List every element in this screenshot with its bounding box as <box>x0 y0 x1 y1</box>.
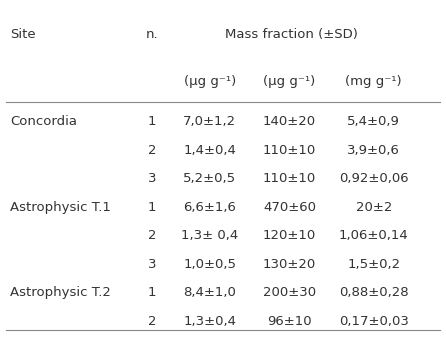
Text: 120±10: 120±10 <box>263 230 316 242</box>
Text: Concordia: Concordia <box>10 115 77 128</box>
Text: 1: 1 <box>148 286 157 299</box>
Text: 5,2±0,5: 5,2±0,5 <box>183 172 236 185</box>
Text: (µg g⁻¹): (µg g⁻¹) <box>184 75 236 88</box>
Text: 1,0±0,5: 1,0±0,5 <box>183 258 236 271</box>
Text: 96±10: 96±10 <box>267 315 312 328</box>
Text: 110±10: 110±10 <box>263 172 316 185</box>
Text: 1,3± 0,4: 1,3± 0,4 <box>181 230 238 242</box>
Text: 1,4±0,4: 1,4±0,4 <box>183 144 236 157</box>
Text: 3: 3 <box>148 172 157 185</box>
Text: 0,92±0,06: 0,92±0,06 <box>339 172 409 185</box>
Text: Site: Site <box>10 28 36 41</box>
Text: 110±10: 110±10 <box>263 144 316 157</box>
Text: n.: n. <box>146 28 158 41</box>
Text: Mass fraction (±SD): Mass fraction (±SD) <box>225 28 358 41</box>
Text: 140±20: 140±20 <box>263 115 316 128</box>
Text: 470±60: 470±60 <box>263 201 316 214</box>
Text: 1: 1 <box>148 201 157 214</box>
Text: 7,0±1,2: 7,0±1,2 <box>183 115 236 128</box>
Text: 3: 3 <box>148 258 157 271</box>
Text: 1,5±0,2: 1,5±0,2 <box>347 258 400 271</box>
Text: 5,4±0,9: 5,4±0,9 <box>347 115 400 128</box>
Text: Astrophysic T.1: Astrophysic T.1 <box>10 201 111 214</box>
Text: 8,4±1,0: 8,4±1,0 <box>183 286 236 299</box>
Text: 20±2: 20±2 <box>355 201 392 214</box>
Text: 200±30: 200±30 <box>263 286 316 299</box>
Text: (mg g⁻¹): (mg g⁻¹) <box>345 75 402 88</box>
Text: 2: 2 <box>148 230 157 242</box>
Text: 6,6±1,6: 6,6±1,6 <box>183 201 236 214</box>
Text: 130±20: 130±20 <box>263 258 316 271</box>
Text: (µg g⁻¹): (µg g⁻¹) <box>263 75 316 88</box>
Text: 2: 2 <box>148 315 157 328</box>
Text: 0,88±0,28: 0,88±0,28 <box>339 286 409 299</box>
Text: 3,9±0,6: 3,9±0,6 <box>347 144 400 157</box>
Text: 1,06±0,14: 1,06±0,14 <box>339 230 409 242</box>
Text: 2: 2 <box>148 144 157 157</box>
Text: 0,17±0,03: 0,17±0,03 <box>339 315 409 328</box>
Text: 1: 1 <box>148 115 157 128</box>
Text: 1,3±0,4: 1,3±0,4 <box>183 315 236 328</box>
Text: Astrophysic T.2: Astrophysic T.2 <box>10 286 111 299</box>
